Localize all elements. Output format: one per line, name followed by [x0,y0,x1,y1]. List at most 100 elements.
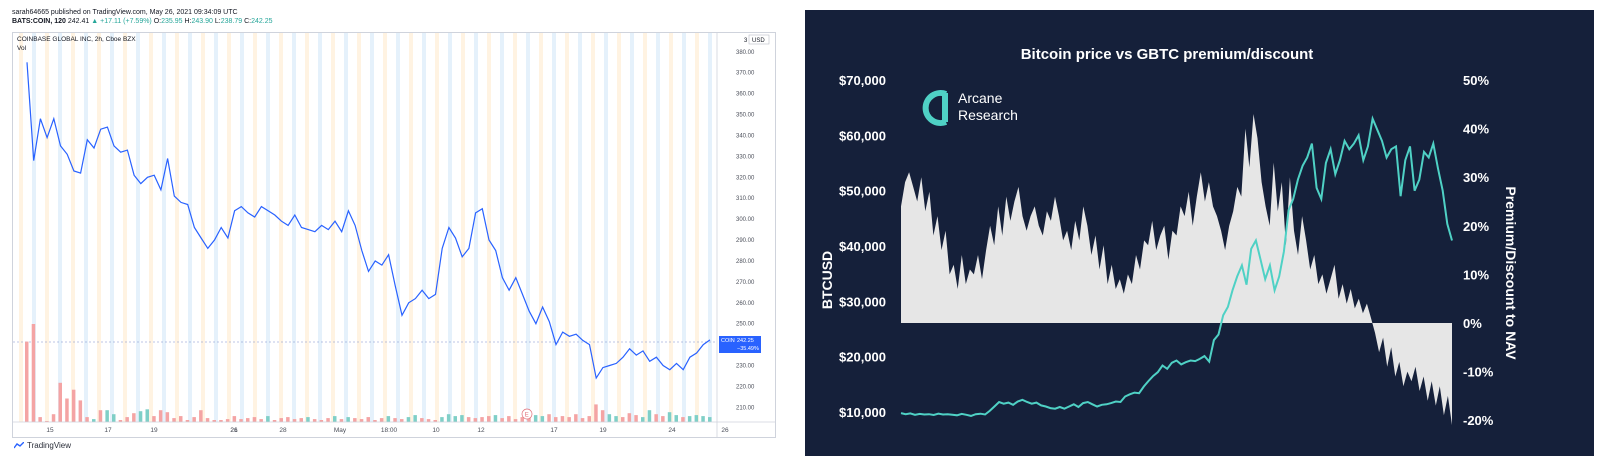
volume-bar [145,409,149,422]
open-label: O: [153,18,162,25]
session-band [149,33,153,422]
btcusd-tick-label: $60,000 [839,128,886,143]
time-tick-label: 26 [230,427,238,434]
session-band [383,33,387,422]
session-band [240,33,244,422]
volume-bar [353,418,357,422]
session-band [422,33,426,422]
last-price-tag [719,336,761,353]
price-tick-label: 360.00 [736,92,755,98]
session-band [32,33,36,422]
session-band [279,33,283,422]
volume-bar [252,417,257,422]
volume-bar [554,417,558,422]
volume-bar [540,416,545,422]
high-value: 243.90 [191,18,213,25]
price-tick-label: 380.00 [736,50,755,56]
time-tick-label: 26 [721,427,729,434]
volume-bar [701,416,705,422]
tradingview-logo-icon [14,442,24,449]
session-band [58,33,62,422]
volume-bar [547,414,551,422]
price-tick-label: 220.00 [736,384,755,390]
premium-tick-label: 40% [1463,122,1489,137]
tradingview-panel: sarah64665 published on TradingView.com,… [0,0,790,473]
price-tick-label: 330.00 [736,154,755,160]
volume-bar [674,415,678,422]
volume-bar [667,412,672,422]
volume-bar [533,415,538,422]
btcusd-line [900,115,1453,417]
btcusd-tick-label: $40,000 [839,239,886,254]
volume-bar [319,420,324,422]
session-band [630,33,634,422]
low-label: L: [214,18,221,25]
volume-bar [38,417,42,422]
volume-bar [219,420,223,422]
volume-bar [292,419,297,422]
volume-bar [507,416,511,422]
arcane-logo-icon [922,90,948,126]
price-chart-area[interactable]: 210.00220.00230.00240.00250.00260.00270.… [12,32,776,438]
session-band [110,33,114,422]
session-band [565,33,569,422]
volume-bar [520,417,524,422]
volume-bar [373,420,377,422]
volume-bar [426,419,431,422]
volume-bar [433,420,437,422]
volume-bar [172,418,176,422]
session-band [474,33,478,422]
time-tick-label: 28 [279,427,287,434]
volume-bar [65,398,69,422]
session-band [331,33,335,422]
volume-bar [138,411,143,422]
volume-bar [212,420,216,422]
session-band [214,33,218,422]
session-band [604,33,608,422]
high-label: H: [184,18,192,25]
volume-bar [185,420,190,422]
premium-tick-label: 50% [1463,73,1489,88]
session-band [435,33,439,422]
session-band [448,33,452,422]
premium-tick-label: 0% [1463,316,1482,331]
price-chart-svg[interactable]: 210.00220.00230.00240.00250.00260.00270.… [13,33,775,437]
session-band [357,33,361,422]
volume-bar [487,416,491,422]
volume-bar [480,417,484,422]
volume-bar [708,417,712,422]
volume-bar [614,416,618,422]
session-band [71,33,75,422]
time-tick-label: May [334,427,347,434]
volume-bar [78,400,83,422]
arcane-logo-line2: Research [958,107,1018,123]
volume-bar [125,417,129,422]
session-band [591,33,595,422]
session-band [643,33,647,422]
session-band [409,33,413,422]
volume-bar [647,410,652,422]
close-value: 242.25 [251,18,273,25]
volume-bar [246,418,250,422]
gbtc-premium-area [901,114,1452,426]
volume-bar [694,415,699,422]
time-tick-label: 24 [668,427,676,434]
volume-bar [272,420,277,422]
session-band [19,33,23,422]
volume-bar [687,416,692,422]
price-tick-label: 280.00 [736,259,755,265]
volume-bar [600,410,605,422]
session-band [526,33,530,422]
currency-badge[interactable] [748,34,770,45]
close-label: C: [244,18,252,25]
volume-bar [333,416,337,422]
volume-bar [118,420,123,422]
arcane-logo: Arcane Research [922,90,1018,126]
volume-bar [259,419,263,422]
earnings-marker[interactable] [521,408,533,420]
session-band [253,33,257,422]
session-band [305,33,309,422]
session-band [188,33,192,422]
tradingview-logo-text: TradingView [27,441,72,450]
tradingview-logo[interactable]: TradingView [14,441,71,450]
